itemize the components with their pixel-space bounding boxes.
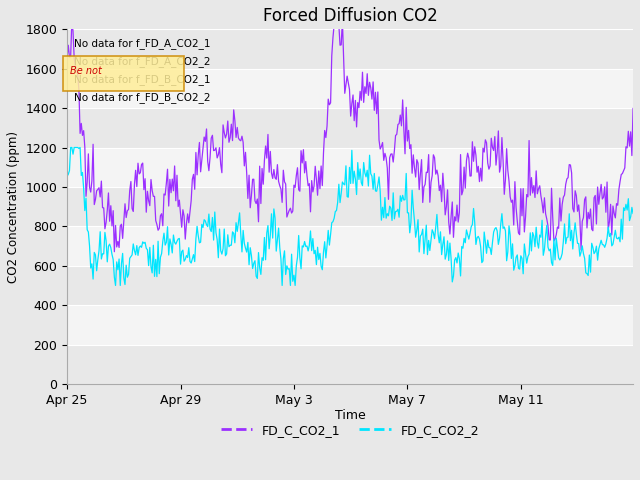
FancyBboxPatch shape [63, 56, 184, 91]
Bar [67, 305, 633, 345]
Text: No data for f_FD_A_CO2_1: No data for f_FD_A_CO2_1 [74, 38, 211, 49]
Text: No data for f_FD_B_CO2_2: No data for f_FD_B_CO2_2 [74, 92, 211, 103]
Y-axis label: CO2 Concentration (ppm): CO2 Concentration (ppm) [7, 131, 20, 283]
Text: Be not: Be not [70, 66, 102, 76]
Bar [67, 69, 633, 108]
X-axis label: Time: Time [335, 409, 365, 422]
Text: No data for f_FD_A_CO2_2: No data for f_FD_A_CO2_2 [74, 56, 211, 67]
Text: No data for f_FD_B_CO2_1: No data for f_FD_B_CO2_1 [74, 74, 211, 85]
Bar [67, 227, 633, 266]
Title: Forced Diffusion CO2: Forced Diffusion CO2 [262, 7, 438, 25]
Legend: FD_C_CO2_1, FD_C_CO2_2: FD_C_CO2_1, FD_C_CO2_2 [216, 419, 484, 442]
Bar [67, 147, 633, 187]
